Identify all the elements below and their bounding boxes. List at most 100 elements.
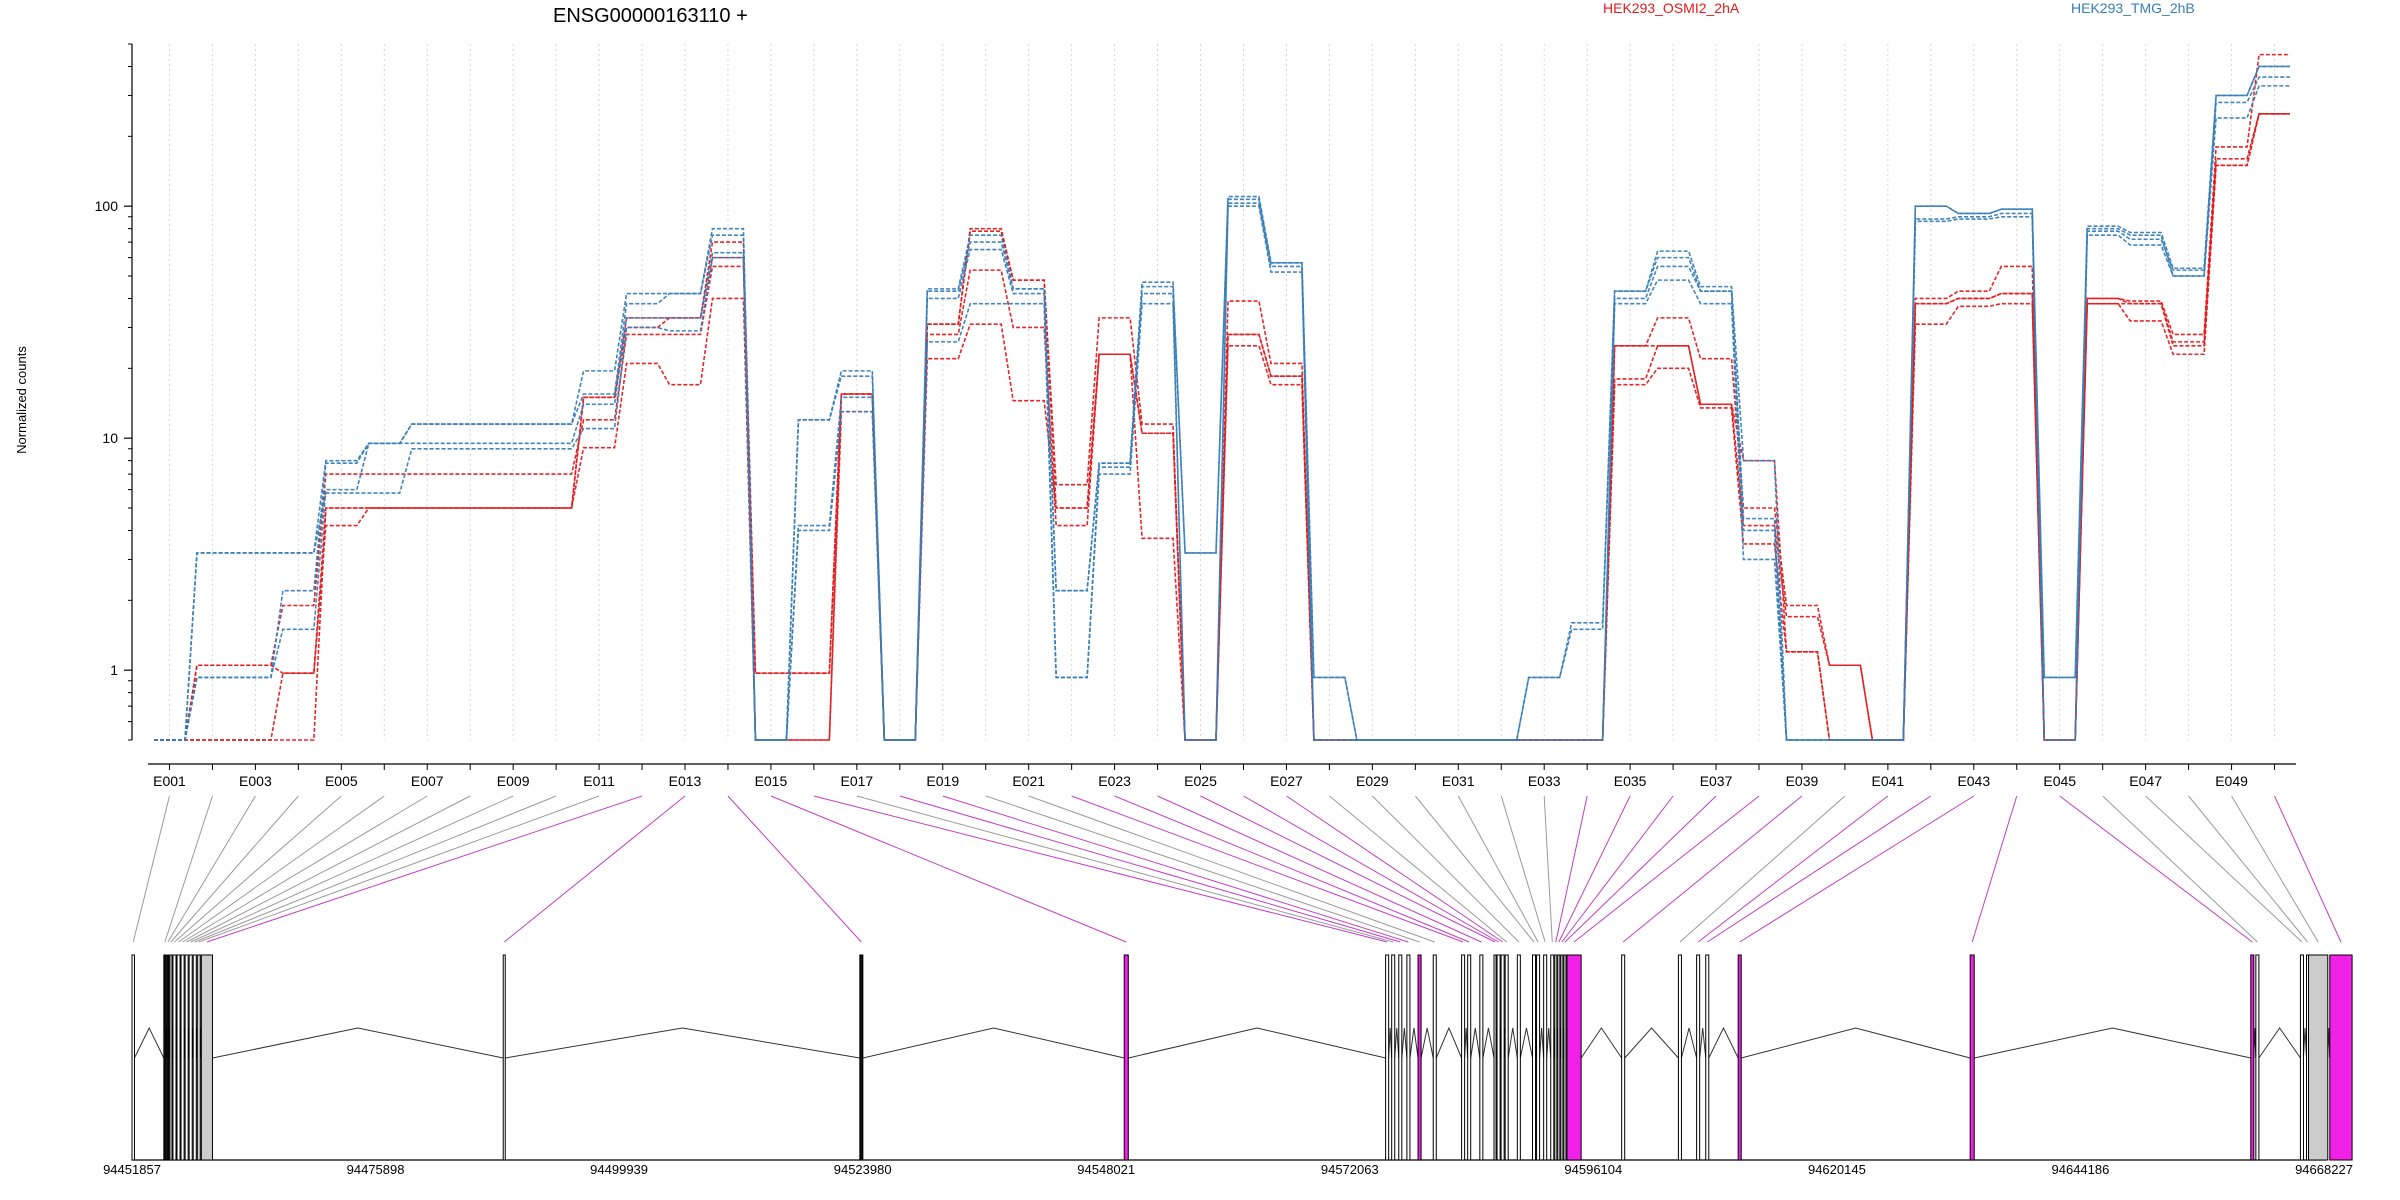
x-tick-label: E009 [497,773,530,789]
exon-box [2308,954,2329,1161]
intron-line [1974,1027,2251,1059]
x-tick-label: E025 [1184,773,1217,789]
exon-connector [1971,795,2018,943]
exon-connector [503,795,686,943]
exon-box [1536,954,1541,1161]
exon-box [502,954,506,1161]
exon-connector [194,795,557,943]
exon-box [2299,954,2304,1161]
exon-connector [1555,795,1588,943]
exon-connector [1457,795,1539,943]
exon-box [1554,954,1558,1161]
exon-box [180,954,185,1161]
exon-connector [170,795,299,943]
intron-line [1539,1027,1545,1059]
exon-box [1566,954,1582,1161]
intron-line [1394,1027,1400,1059]
coordinate-label: 94475898 [347,1162,405,1177]
exon-box [1504,954,1509,1161]
exon-box [1696,954,1701,1161]
x-tick-label: E021 [1012,773,1045,789]
x-tick-label: E005 [325,773,358,789]
exon-connector [164,795,213,943]
intron-line [1741,1027,1971,1059]
exon-connector [770,795,1127,943]
exon-box [1516,954,1521,1161]
x-tick-label: E023 [1098,773,1131,789]
exon-box [196,954,201,1161]
series-line [154,113,2290,741]
exon-box [131,954,135,1161]
series-line [154,85,2290,741]
exon-connector [1157,795,1482,943]
legend-tmg: HEK293_TMG_2hB [2071,0,2195,16]
series-line [154,53,2290,741]
series-line [154,76,2290,741]
series-line [154,65,2290,741]
coordinate-label: 94668227 [2295,1162,2353,1177]
exon-box [1532,954,1537,1161]
exon-box [1479,954,1484,1161]
exon-box [1406,954,1411,1161]
x-tick-label: E031 [1442,773,1475,789]
exon-box [1461,954,1466,1161]
x-tick-label: E041 [1872,773,1905,789]
x-tick-label: E033 [1528,773,1561,789]
x-tick-label: E001 [153,773,186,789]
x-tick-label: E027 [1270,773,1303,789]
coordinate-label: 94644186 [2052,1162,2110,1177]
coordinate-label: 94620145 [1808,1162,1866,1177]
series-line [154,113,2290,741]
x-tick-label: E037 [1700,773,1733,789]
intron-line [1624,1027,1679,1059]
exon-connector [186,795,471,943]
exon-connector [727,795,862,943]
exon-box [1677,954,1682,1161]
intron-line [1464,1027,1469,1059]
exon-box [1385,954,1390,1161]
exon-connector [1706,795,1932,943]
exon-box [1417,954,1422,1161]
intron-line [1507,1027,1518,1059]
x-tick-label: E003 [239,773,272,789]
x-tick-label: E013 [669,773,702,789]
y-tick-label: 1 [110,662,118,678]
exon-connector [1622,795,1803,943]
y-axis-label: Normalized counts [14,346,29,454]
exon-box [1398,954,1403,1161]
exon-box [176,954,181,1161]
exon-box [192,954,197,1161]
exon-connector [2231,795,2319,943]
x-tick-label: E045 [2043,773,2076,789]
intron-line [1546,1027,1552,1059]
exon-connector [178,795,385,943]
exon-box [1432,954,1437,1161]
exon-connector [198,795,600,943]
intron-line [1519,1027,1534,1059]
chart-title: ENSG00000163110 + [553,5,748,27]
exon-box [1467,954,1472,1161]
exon-connector [942,795,1409,943]
exon-box [200,954,213,1161]
intron-line [1388,1027,1393,1059]
exon-connector [2102,795,2258,943]
intron-line [862,1027,1125,1059]
x-tick-label: E039 [1786,773,1819,789]
exon-connector [1329,795,1507,943]
exon-connector [1372,795,1520,943]
exon-box [1969,954,1975,1161]
series-line [154,65,2290,741]
exon-connector [1564,795,1717,943]
exon-box [1560,954,1564,1161]
exon-connector [174,795,342,943]
exon-connector [1414,795,1535,943]
exon-connector [2059,795,2253,943]
intron-line [2302,1027,2308,1059]
exon-box [166,954,170,1161]
exon-box [859,954,864,1161]
coordinate-label: 94572063 [1321,1162,1379,1177]
exon-box [1550,954,1555,1161]
intron-line [212,1027,504,1059]
intron-line [1420,1027,1434,1059]
